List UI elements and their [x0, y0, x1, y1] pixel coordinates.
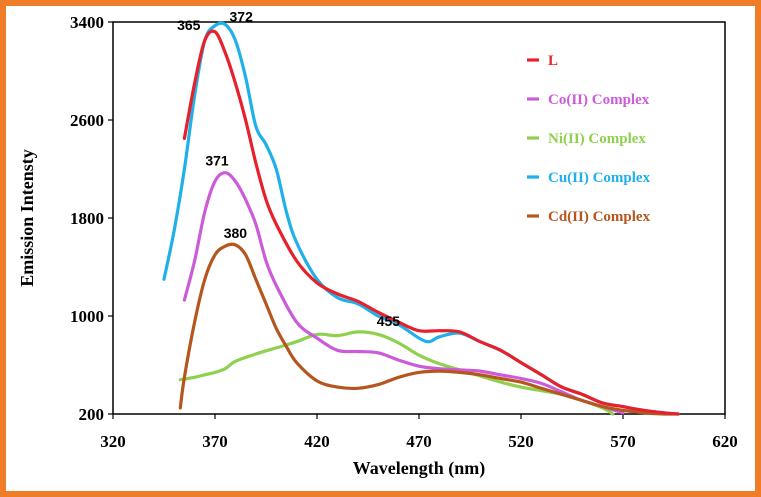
annotations: 365 372 371 380 455: [177, 8, 400, 328]
x-tick-label: 620: [712, 432, 738, 451]
peak-label: 372: [230, 8, 254, 24]
series-line-co-ii-complex: [182, 171, 625, 415]
y-tick-label: 200: [79, 405, 105, 424]
peak-label: 380: [224, 225, 248, 241]
peak-label: 455: [377, 313, 401, 329]
x-axis-ticks: 320 370 420 470 520 570 620: [100, 414, 738, 451]
series-layer: [162, 21, 680, 416]
legend-label: Cu(II) Complex: [548, 170, 651, 186]
y-tick-label: 1800: [70, 209, 104, 228]
series-line-cd-ii-complex: [178, 242, 680, 416]
legend-label: Co(II) Complex: [548, 92, 650, 108]
y-tick-label: 3400: [70, 13, 104, 32]
x-tick-label: 520: [508, 432, 534, 451]
legend-label: Ni(II) Complex: [548, 131, 646, 147]
legend-label: L: [548, 53, 558, 69]
x-tick-label: 420: [304, 432, 330, 451]
x-axis-title: Wavelength (nm): [353, 458, 486, 479]
x-tick-label: 570: [610, 432, 636, 451]
y-tick-label: 1000: [70, 307, 104, 326]
series-line-l: [182, 29, 680, 416]
peak-label: 371: [205, 153, 229, 169]
legend-label: Cd(II) Complex: [548, 209, 651, 225]
x-tick-label: 320: [100, 432, 126, 451]
y-axis-title: Emission Intensty: [17, 149, 37, 287]
y-axis-ticks: 200 1000 1800 2600 3400: [70, 13, 113, 424]
y-tick-label: 2600: [70, 111, 104, 130]
series-line-ni-ii-complex: [178, 330, 615, 416]
peak-label: 365: [177, 17, 201, 33]
legend: L Co(II) Complex Ni(II) Complex Cu(II) Comp…: [527, 53, 651, 225]
x-tick-label: 470: [406, 432, 432, 451]
x-tick-label: 370: [202, 432, 228, 451]
